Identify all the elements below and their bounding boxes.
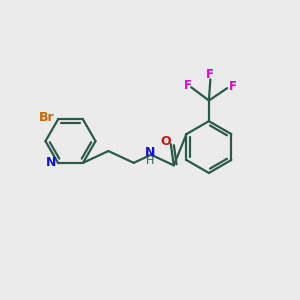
Text: O: O xyxy=(160,135,171,148)
Text: N: N xyxy=(46,156,57,169)
Text: F: F xyxy=(206,68,214,81)
Text: N: N xyxy=(144,146,155,160)
Text: F: F xyxy=(228,80,236,93)
Text: F: F xyxy=(184,79,192,92)
Text: Br: Br xyxy=(39,111,55,124)
Text: H: H xyxy=(146,156,154,166)
